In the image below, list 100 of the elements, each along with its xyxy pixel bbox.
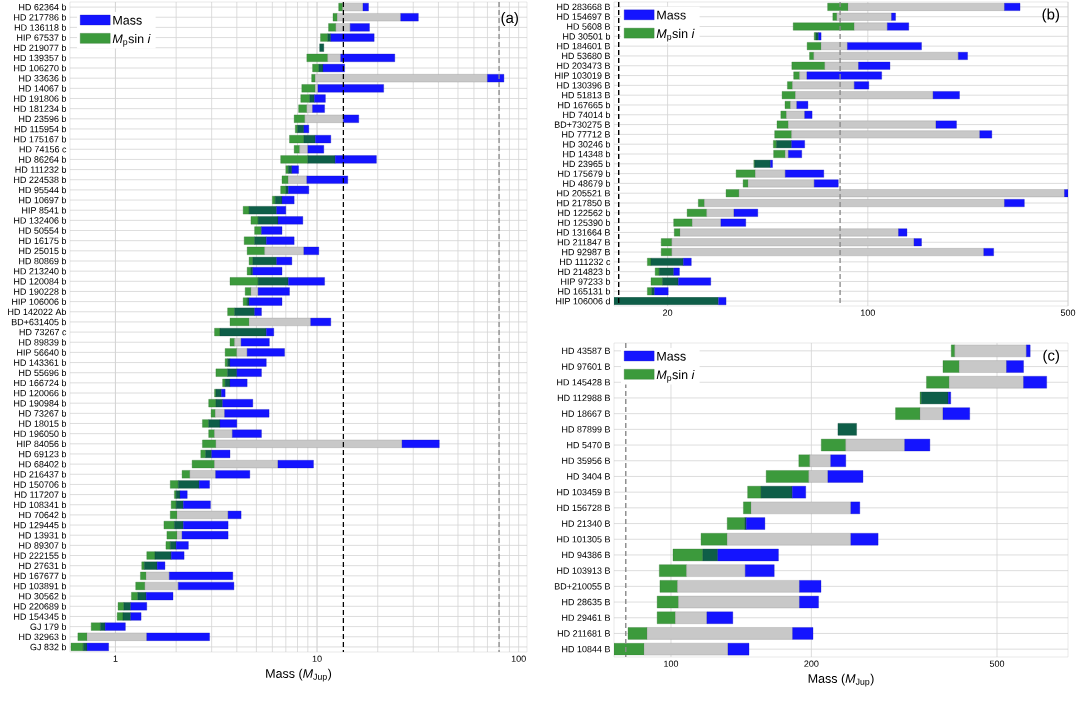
y-tick-label: HD 184601 B bbox=[557, 42, 610, 50]
y-tick-label: HD 214823 b bbox=[558, 268, 611, 275]
y-tick-label: HD 27631 b bbox=[19, 562, 67, 569]
y-tick-label: HD 220689 b bbox=[14, 603, 67, 610]
y-tick-label: HD 86264 b bbox=[19, 156, 67, 163]
y-tick-label: HIP 8541 b bbox=[22, 206, 67, 214]
y-tick-label: HIP 106006 d bbox=[556, 297, 610, 305]
y-tick-label: HD 74156 c bbox=[19, 146, 67, 153]
y-tick-label: HD 70642 b bbox=[19, 511, 67, 519]
x-tick-label: 10 bbox=[312, 655, 322, 662]
y-tick-label: HIP 56640 b bbox=[17, 349, 67, 356]
y-tick-label: HD 43587 B bbox=[562, 347, 610, 355]
y-tick-label: HD 48679 b bbox=[563, 180, 611, 187]
y-tick-label: HD 95544 b bbox=[19, 186, 67, 194]
y-tick-label: HD 167665 b bbox=[558, 101, 611, 109]
y-tick-label: HD 14067 b bbox=[19, 85, 67, 92]
y-tick-label: HD 77712 B bbox=[562, 131, 610, 138]
y-tick-label: HD 10844 B bbox=[562, 645, 610, 653]
y-tick-label: HD 14348 b bbox=[563, 150, 611, 158]
y-tick-label: HD 112988 B bbox=[557, 394, 610, 402]
y-tick-label: HD 154345 b bbox=[14, 613, 67, 620]
y-tick-label: HD 33636 b bbox=[19, 74, 67, 82]
y-tick-label: HD 211681 B bbox=[557, 630, 610, 637]
y-tick-label: HD 3404 B bbox=[567, 473, 610, 480]
y-tick-label: HD 35956 B bbox=[562, 457, 610, 464]
y-tick-label: HD 30246 b bbox=[563, 140, 611, 148]
y-tick-label: BD+210055 B bbox=[554, 583, 610, 590]
y-tick-label: HD 101305 B bbox=[557, 536, 610, 543]
y-tick-label: HD 143361 b bbox=[14, 359, 67, 366]
y-tick-label: HD 32963 b bbox=[19, 633, 67, 641]
y-tick-label: HD 92987 B bbox=[562, 248, 610, 256]
y-tick-label: HD 18015 b bbox=[19, 420, 67, 427]
y-tick-label: HD 108341 b bbox=[14, 501, 67, 509]
x-tick-label: 100 bbox=[664, 660, 679, 667]
annotation: (a) bbox=[501, 12, 518, 27]
y-tick-label: HD 145428 B bbox=[557, 379, 610, 386]
legend-label: Mass bbox=[657, 10, 686, 20]
y-tick-label: HD 120084 b bbox=[14, 278, 67, 285]
y-tick-label: HD 25015 b bbox=[19, 247, 67, 255]
y-tick-label: HD 190984 b bbox=[14, 399, 67, 407]
x-tick-label: 500 bbox=[989, 660, 1005, 667]
y-tick-label: HD 89307 b bbox=[19, 542, 67, 549]
y-tick-label: HD 217850 B bbox=[557, 199, 610, 207]
y-tick-label: HD 5608 B bbox=[567, 23, 610, 30]
y-tick-label: BD+631405 b bbox=[11, 318, 67, 326]
y-tick-label: HD 165131 b bbox=[558, 287, 611, 295]
y-tick-label: HD 73267 b bbox=[19, 410, 67, 417]
x-tick-label: 200 bbox=[804, 660, 819, 667]
y-tick-label: HD 29461 B bbox=[562, 614, 610, 621]
y-tick-label: HD 222155 b bbox=[14, 552, 67, 559]
y-tick-label: HD 5470 B bbox=[567, 441, 610, 449]
y-tick-label: HD 18667 B bbox=[562, 410, 610, 417]
y-tick-label: HD 216437 b bbox=[14, 470, 67, 478]
y-tick-label: HD 115954 b bbox=[14, 125, 67, 133]
y-tick-label: GJ 179 b bbox=[30, 623, 67, 630]
y-tick-label: HD 154697 B bbox=[557, 13, 610, 20]
y-tick-label: HD 97601 B bbox=[562, 363, 610, 370]
y-tick-label: GJ 832 b bbox=[30, 643, 67, 651]
y-tick-label: HD 196050 b bbox=[14, 430, 67, 437]
y-tick-label: HD 205521 B bbox=[557, 190, 610, 197]
y-tick-label: HD 30562 b bbox=[19, 592, 67, 600]
y-tick-label: HD 117207 b bbox=[14, 491, 67, 498]
y-tick-label: HD 55696 b bbox=[19, 369, 67, 377]
y-tick-label: HD 156728 B bbox=[557, 504, 610, 512]
y-tick-label: HD 142022 Ab bbox=[8, 308, 67, 316]
y-tick-label: HD 203473 B bbox=[557, 62, 610, 69]
legend-label: Mass bbox=[113, 15, 142, 25]
y-tick-label: HD 103913 B bbox=[557, 567, 610, 574]
y-tick-label: HD 166724 b bbox=[14, 379, 67, 387]
y-tick-label: HD 87899 B bbox=[562, 426, 610, 433]
legend-label: M$_{p}$sin i bbox=[656, 28, 695, 42]
y-tick-label: HD 120066 b bbox=[14, 389, 67, 397]
y-tick-label: HD 111232 c bbox=[560, 258, 611, 266]
y-tick-label: HD 62364 b bbox=[19, 3, 67, 11]
y-tick-label: HD 122562 b bbox=[558, 209, 611, 217]
y-tick-label: HD 213240 b bbox=[14, 267, 67, 275]
y-tick-label: HIP 97233 b bbox=[561, 278, 611, 285]
x-tick-label: 100 bbox=[511, 655, 526, 662]
y-tick-label: HD 211847 B bbox=[557, 239, 610, 246]
annotation: (b) bbox=[1042, 8, 1060, 23]
y-tick-label: HD 94386 B bbox=[562, 551, 610, 559]
y-tick-label: HD 139357 b bbox=[14, 54, 67, 62]
y-tick-label: HD 13931 b bbox=[19, 531, 67, 539]
y-tick-label: HD 103891 b bbox=[14, 582, 67, 590]
x-tick-label: 20 bbox=[663, 309, 673, 316]
y-tick-label: HD 111232 b bbox=[15, 166, 67, 173]
y-tick-label: HD 28635 B bbox=[562, 598, 610, 606]
y-tick-label: HD 73267 c bbox=[19, 328, 67, 336]
y-tick-label: HD 50554 b bbox=[19, 227, 67, 234]
y-tick-label: HD 80869 b bbox=[19, 257, 67, 265]
x-axis-title: Mass (M$_{Jup}$) bbox=[266, 668, 332, 682]
y-tick-label: HD 23596 b bbox=[19, 115, 67, 123]
y-tick-label: HIP 84056 b bbox=[17, 440, 67, 448]
y-tick-label: HD 129445 b bbox=[14, 521, 67, 529]
y-tick-label: HD 224538 b bbox=[14, 176, 67, 184]
y-tick-label: HD 175679 b bbox=[558, 170, 611, 177]
y-tick-label: HD 89839 b bbox=[19, 338, 67, 346]
y-tick-label: HD 132406 b bbox=[14, 217, 67, 224]
y-tick-label: HD 10697 b bbox=[19, 196, 67, 204]
y-tick-label: HD 219077 b bbox=[14, 44, 67, 52]
